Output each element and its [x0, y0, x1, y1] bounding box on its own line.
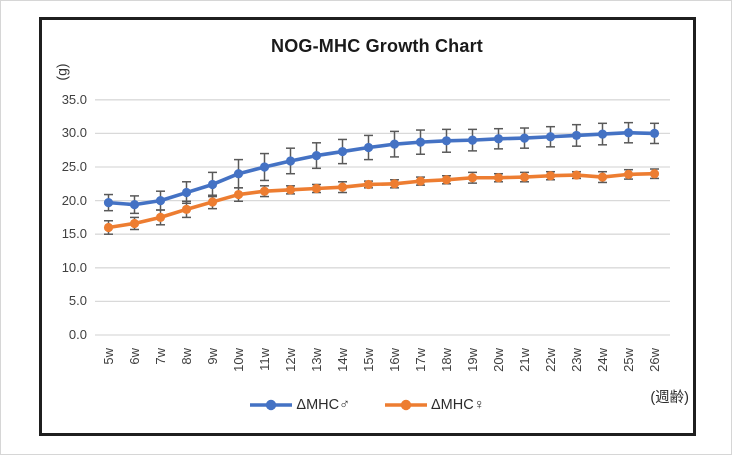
data-point-marker [493, 134, 504, 144]
data-point-marker [389, 179, 400, 189]
x-axis-tick-label: 15w [361, 347, 376, 371]
chart-frame [39, 17, 696, 436]
data-point-marker [285, 156, 296, 166]
x-axis-tick-label: 9w [205, 347, 220, 364]
series-line-female [106, 171, 657, 230]
legend-label-male: ΔMHC♂ [296, 397, 350, 413]
data-point-marker [415, 137, 426, 147]
y-axis-tick-label: 35.0 [61, 91, 87, 107]
x-axis-tick-label: 19w [465, 347, 480, 371]
data-point-marker [623, 128, 634, 138]
x-axis-tick-label: 24w [595, 347, 610, 371]
data-point-marker [181, 187, 192, 198]
data-point-marker [389, 139, 400, 149]
data-point-marker [155, 212, 166, 222]
data-point-marker [207, 179, 218, 190]
data-point-marker [649, 128, 660, 138]
data-point-marker [623, 169, 634, 179]
data-point-marker [181, 204, 192, 214]
x-axis-tick-label: 25w [621, 347, 636, 371]
x-axis-tick-label: 26w [647, 347, 662, 371]
x-axis-tick-label: 20w [491, 347, 506, 371]
x-axis-tick-label: 11w [257, 347, 272, 370]
legend-item-female: ΔMHC♀ [384, 397, 485, 413]
data-point-marker [337, 182, 348, 192]
data-point-marker [259, 162, 270, 172]
data-point-marker [441, 175, 452, 185]
legend-item-male: ΔMHC♂ [249, 397, 350, 413]
data-point-marker [337, 146, 348, 157]
data-point-marker [415, 176, 426, 186]
series-line-male [106, 130, 657, 207]
data-point-marker [363, 142, 374, 153]
x-axis-tick-label: 8w [179, 347, 194, 364]
data-point-marker [155, 196, 166, 206]
chart-legend: ΔMHC♂ ΔMHC♀ [1, 397, 731, 413]
data-point-marker [493, 173, 504, 183]
data-point-marker [571, 130, 582, 141]
x-axis-tick-label: 22w [543, 347, 558, 371]
data-point-marker [311, 150, 322, 161]
x-axis-tick-label: 12w [283, 347, 298, 371]
y-axis-tick-label: 15.0 [61, 226, 87, 242]
x-axis-tick-label: 7w [153, 347, 168, 364]
legend-marker-female-icon [385, 399, 427, 411]
data-point-marker [311, 183, 322, 194]
data-point-marker [519, 133, 530, 143]
legend-label-female: ΔMHC♀ [431, 397, 485, 413]
x-axis-tick-label: 5w [101, 347, 116, 364]
y-axis-tick-label: 25.0 [61, 159, 87, 174]
data-point-marker [467, 173, 478, 183]
chart-title: NOG-MHC Growth Chart [271, 36, 483, 56]
x-axis-tick-label: 16w [387, 347, 402, 371]
legend-marker-male-icon [250, 399, 293, 411]
data-point-marker [285, 185, 296, 195]
data-point-marker [597, 172, 608, 182]
data-point-marker [233, 189, 244, 200]
x-axis-tick-label: 18w [439, 347, 454, 371]
data-point-marker [519, 172, 530, 182]
x-axis-tick-label: 13w [309, 347, 324, 371]
data-point-marker [545, 132, 556, 142]
x-axis-unit-label: (週齢) [650, 390, 689, 406]
data-point-marker [649, 169, 660, 179]
x-axis-tick-label: 21w [517, 347, 532, 371]
data-point-marker [129, 218, 140, 229]
y-axis-tick-label: 0.0 [68, 327, 87, 342]
data-point-marker [103, 222, 114, 233]
x-axis-tick-label: 6w [127, 347, 142, 364]
data-point-marker [363, 179, 374, 190]
y-axis-tick-label: 5.0 [68, 293, 87, 309]
data-point-marker [129, 200, 140, 210]
data-point-marker [571, 170, 582, 180]
data-point-marker [259, 186, 270, 196]
data-point-marker [233, 169, 244, 179]
data-point-marker [467, 135, 478, 145]
y-axis-tick-label: 30.0 [61, 125, 87, 141]
x-axis-tick-label: 23w [569, 347, 584, 371]
data-point-marker [441, 136, 452, 146]
y-axis-tick-label: 20.0 [61, 192, 87, 208]
y-axis-tick-label: 10.0 [61, 259, 87, 275]
x-axis-tick-label: 17w [413, 347, 428, 371]
data-point-marker [597, 129, 608, 139]
data-point-marker [103, 198, 114, 208]
data-point-marker [545, 171, 556, 181]
x-axis-tick-label: 10w [231, 347, 246, 371]
data-point-marker [207, 197, 218, 207]
x-axis-tick-label: 14w [335, 347, 350, 371]
